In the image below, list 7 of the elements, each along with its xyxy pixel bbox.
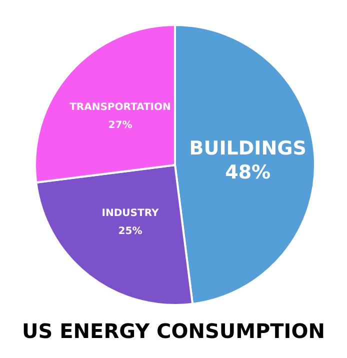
text: US ENERGY CONSUMPTION	[22, 319, 325, 343]
data-label: 27%	[108, 120, 132, 132]
slice-label: INDUSTRY	[102, 208, 160, 220]
data-label: 25%	[118, 226, 142, 238]
slice-label: BUILDINGS	[189, 137, 306, 160]
data-label: 48%	[225, 161, 271, 184]
slice-label: TRANSPORTATION	[70, 102, 171, 114]
